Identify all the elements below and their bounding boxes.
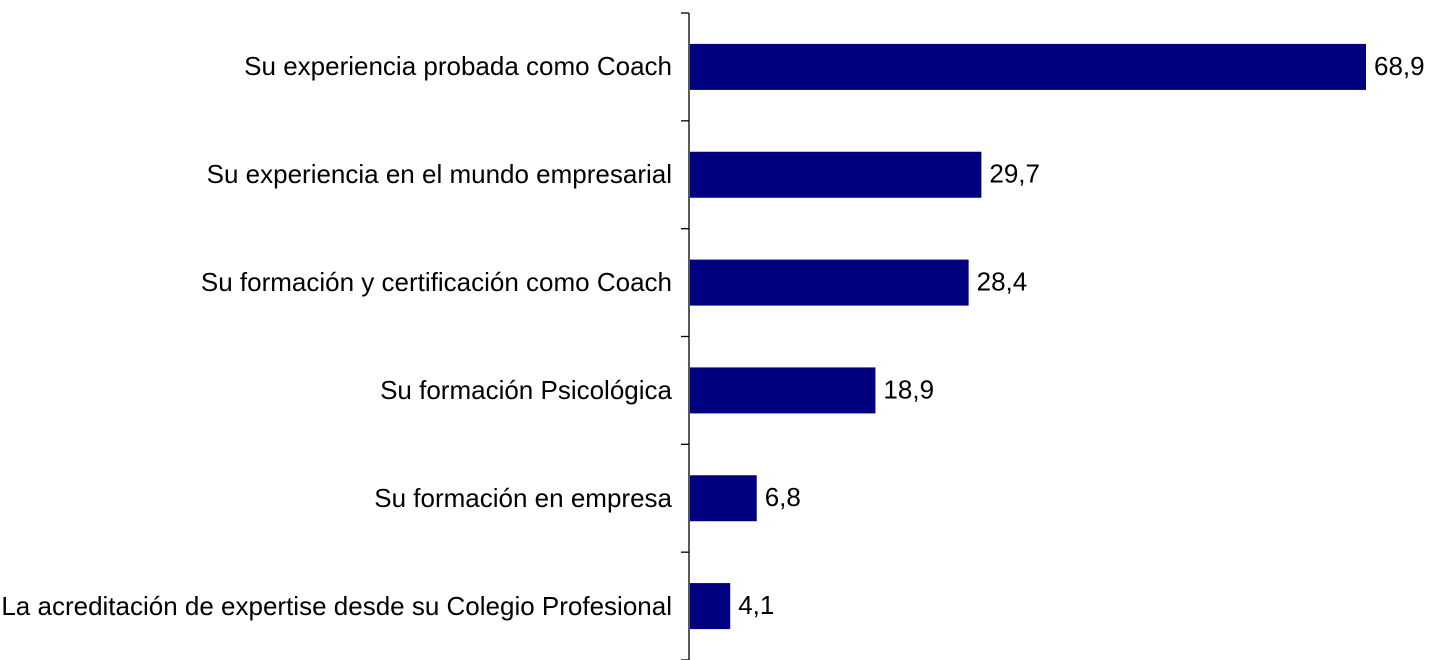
value-label: 68,9 xyxy=(1374,51,1425,81)
category-row: La acreditación de expertise desde su Co… xyxy=(0,552,672,660)
category-label: Su formación en empresa xyxy=(374,482,672,513)
value-label: 18,9 xyxy=(883,374,934,404)
bar xyxy=(690,583,731,630)
category-row: Su formación Psicológica xyxy=(0,337,672,445)
value-label: 28,4 xyxy=(977,266,1028,296)
bar xyxy=(690,151,982,198)
category-row: Su formación y certificación como Coach xyxy=(0,229,672,337)
value-label: 29,7 xyxy=(989,159,1040,189)
category-row: Su experiencia en el mundo empresarial xyxy=(0,121,672,229)
bar xyxy=(690,367,876,414)
category-label: Su experiencia en el mundo empresarial xyxy=(206,159,672,190)
category-row: Su formación en empresa xyxy=(0,444,672,552)
bar xyxy=(690,43,1366,90)
bar xyxy=(690,475,757,522)
category-row: Su experiencia probada como Coach xyxy=(0,13,672,121)
value-label: 4,1 xyxy=(738,590,774,620)
category-label: Su experiencia probada como Coach xyxy=(244,51,672,82)
category-label: Su formación Psicológica xyxy=(380,374,672,405)
bar xyxy=(690,259,969,306)
value-label: 6,8 xyxy=(765,482,801,512)
category-label: Su formación y certificación como Coach xyxy=(200,267,672,298)
category-label: La acreditación de expertise desde su Co… xyxy=(1,590,672,621)
